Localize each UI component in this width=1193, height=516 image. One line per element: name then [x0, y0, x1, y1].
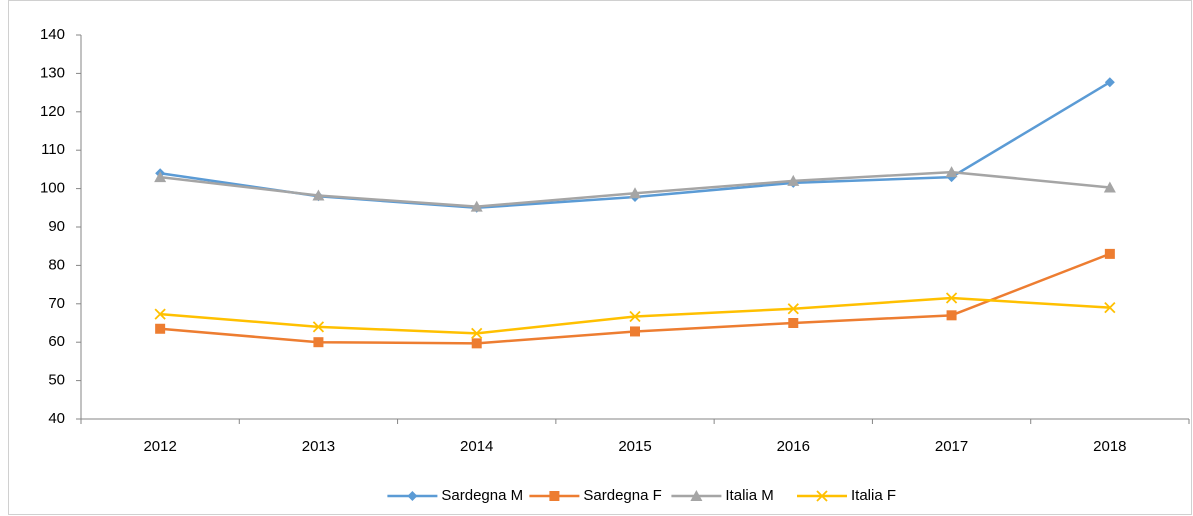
chart-frame — [8, 0, 1192, 515]
point — [1104, 77, 1115, 88]
point — [155, 323, 166, 334]
legend-marker — [816, 490, 828, 502]
point — [946, 310, 957, 321]
x-tick-label: 2017 — [935, 438, 968, 455]
point — [313, 337, 324, 348]
point — [945, 292, 958, 304]
x-tick-label: 2015 — [618, 438, 651, 455]
legend-marker — [549, 491, 560, 501]
point — [1104, 302, 1116, 314]
point — [312, 189, 325, 201]
legend-marker — [690, 490, 703, 501]
point — [630, 326, 640, 337]
x-tick-label: 2018 — [1093, 438, 1126, 455]
y-tick-label: 110 — [41, 141, 65, 158]
point — [154, 171, 167, 183]
legend-marker — [407, 491, 418, 501]
legend-label: Sardegna M — [441, 487, 523, 504]
legend-label: Italia M — [725, 487, 773, 504]
point — [629, 310, 641, 323]
point — [787, 303, 799, 315]
y-tick-label: 40 — [48, 410, 65, 427]
y-tick-label: 100 — [40, 180, 65, 197]
y-tick-label: 50 — [48, 372, 65, 389]
point — [1104, 248, 1115, 259]
y-tick-label: 140 — [40, 26, 65, 43]
legend-label: Sardegna F — [583, 487, 661, 504]
point — [787, 174, 800, 186]
point — [945, 166, 958, 178]
y-tick-label: 60 — [48, 333, 65, 350]
y-tick-label: 90 — [48, 218, 65, 235]
point — [788, 318, 799, 328]
point — [629, 187, 641, 199]
point — [470, 200, 483, 212]
y-tick-label: 130 — [40, 64, 65, 81]
x-tick-label: 2014 — [460, 438, 493, 455]
point — [471, 327, 483, 340]
x-tick-label: 2016 — [777, 438, 810, 455]
legend-label: Italia F — [851, 487, 896, 504]
point — [1103, 181, 1116, 193]
x-tick-label: 2013 — [302, 438, 335, 455]
y-tick-label: 70 — [48, 295, 65, 312]
point — [471, 338, 482, 349]
x-tick-label: 2012 — [143, 438, 176, 455]
y-tick-label: 120 — [40, 103, 65, 120]
point — [154, 308, 166, 320]
y-tick-label: 80 — [48, 256, 65, 273]
point — [312, 321, 325, 333]
